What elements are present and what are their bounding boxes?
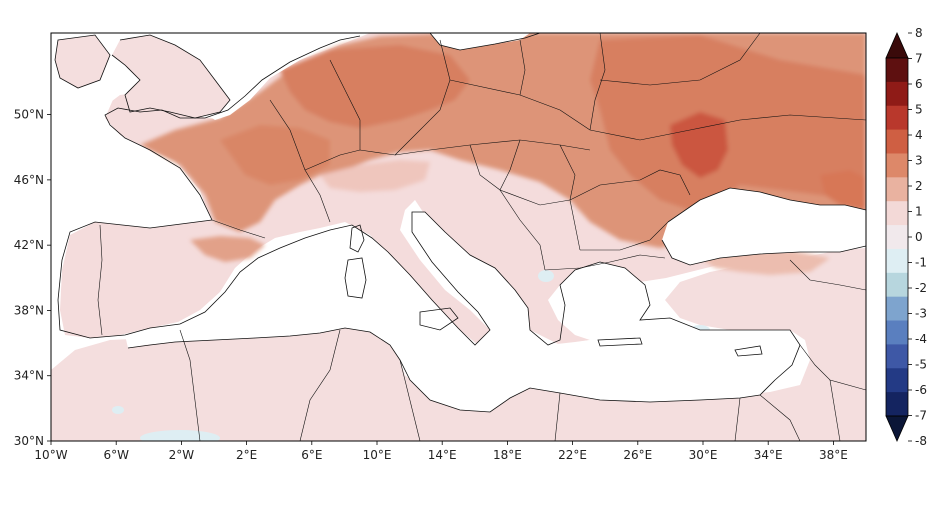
anomaly-3-5-caucasus <box>820 170 866 210</box>
colorbar: 8 7 6 5 4 3 2 1 0 -1 -2 -3 -4 -5 -6 -7 -8 <box>885 26 927 448</box>
atlantic-west <box>51 215 62 338</box>
map-frame <box>50 32 867 442</box>
adriatic-aegean <box>560 262 650 330</box>
x-axis-ticks: 10°W 6°W 2°W 2°E 6°E 10°E 14°E 18°E 22°E 26°E 30°E… <box>34 441 848 462</box>
x-tick-label: 22°E <box>558 448 587 462</box>
y-tick-label: 38°N <box>14 303 44 317</box>
colorbar-tick-label: 1 <box>915 205 923 219</box>
x-tick-label: 10°E <box>363 448 392 462</box>
y-tick-label: 42°N <box>14 238 44 252</box>
colorbar-tick-label: 2 <box>915 179 923 193</box>
x-tick-label: 18°E <box>493 448 522 462</box>
colorbar-bin <box>886 296 908 322</box>
colorbar-tick-label: 3 <box>915 154 923 168</box>
x-tick-label: 2°W <box>169 448 195 462</box>
colorbar-tick-label: 5 <box>915 103 923 117</box>
anomaly-4-ukraine <box>670 112 728 178</box>
cool-patch-2 <box>538 270 554 282</box>
anomaly-3-france <box>220 125 330 185</box>
map-panel <box>50 32 867 442</box>
anomaly-2-5-iberia-ne <box>190 236 265 262</box>
x-tick-label: 26°E <box>623 448 652 462</box>
crete <box>597 337 643 347</box>
colorbar-bin <box>886 129 908 154</box>
colorbar-bin <box>886 368 908 393</box>
colorbar-bin <box>886 201 908 226</box>
temperature-field <box>51 33 866 441</box>
colorbar-extend-min <box>885 415 909 442</box>
colorbar-bin <box>886 105 908 131</box>
y-axis-ticks: 50°N 46°N 42°N 38°N 34°N 30°N <box>14 108 51 448</box>
anomaly-1-5-alps <box>320 160 430 192</box>
colorbar-tick-label: 0 <box>915 230 923 244</box>
cyprus <box>734 345 763 357</box>
colorbar-bin <box>886 248 908 274</box>
colorbar-bin <box>886 58 908 83</box>
baltic-sea <box>430 33 530 50</box>
ireland <box>55 35 110 88</box>
colorbar-tick-label: -8 <box>915 434 927 448</box>
land-africa <box>51 248 866 441</box>
colorbar-tick-label: 6 <box>915 77 923 91</box>
colorbar-tick-label: -6 <box>915 383 927 397</box>
colorbar-tick-label: -1 <box>915 256 927 270</box>
colorbar-tick-label: -2 <box>915 281 927 295</box>
black-sea <box>662 188 866 265</box>
anomaly-3-5-germany <box>280 45 470 128</box>
colorbar-bin <box>886 177 908 202</box>
x-tick-label: 14°E <box>428 448 457 462</box>
colorbar-tick-label: -5 <box>915 358 927 372</box>
x-tick-label: 34°E <box>754 448 783 462</box>
x-tick-label: 6°W <box>103 448 129 462</box>
x-tick-label: 10°W <box>34 448 67 462</box>
colorbar-tick-label: -3 <box>915 307 927 321</box>
colorbar-bin <box>886 392 908 417</box>
sardinia <box>344 257 367 299</box>
x-tick-label: 30°E <box>689 448 718 462</box>
country-borders <box>97 32 867 442</box>
y-tick-label: 50°N <box>14 108 44 122</box>
x-tick-label: 2°E <box>236 448 257 462</box>
cool-patch-4 <box>112 406 124 414</box>
colorbar-bin <box>886 320 908 345</box>
cool-patch-1 <box>140 430 220 441</box>
mediterranean-sea <box>125 212 800 412</box>
colorbar-tick-label: -4 <box>915 332 927 346</box>
y-tick-label: 30°N <box>14 434 44 448</box>
coastlines <box>54 32 867 413</box>
colorbar-bin <box>886 153 908 178</box>
y-tick-label: 34°N <box>14 369 44 383</box>
sicily <box>419 307 459 331</box>
x-tick-label: 38°E <box>819 448 848 462</box>
british-isles <box>112 35 230 118</box>
colorbar-bin <box>886 81 908 107</box>
colorbar-tick-label: 7 <box>915 52 923 66</box>
colorbar-tick-label: 4 <box>915 128 923 142</box>
colorbar-tick-label: 8 <box>915 26 923 40</box>
colorbar-bin <box>886 225 908 250</box>
x-tick-label: 6°E <box>301 448 322 462</box>
y-tick-label: 46°N <box>14 173 44 187</box>
colorbar-tick-label: -7 <box>915 409 927 423</box>
colorbar-extend-max <box>885 32 909 59</box>
corsica <box>349 224 365 253</box>
colorbar-bin <box>886 272 908 298</box>
colorbar-bin <box>886 344 908 369</box>
